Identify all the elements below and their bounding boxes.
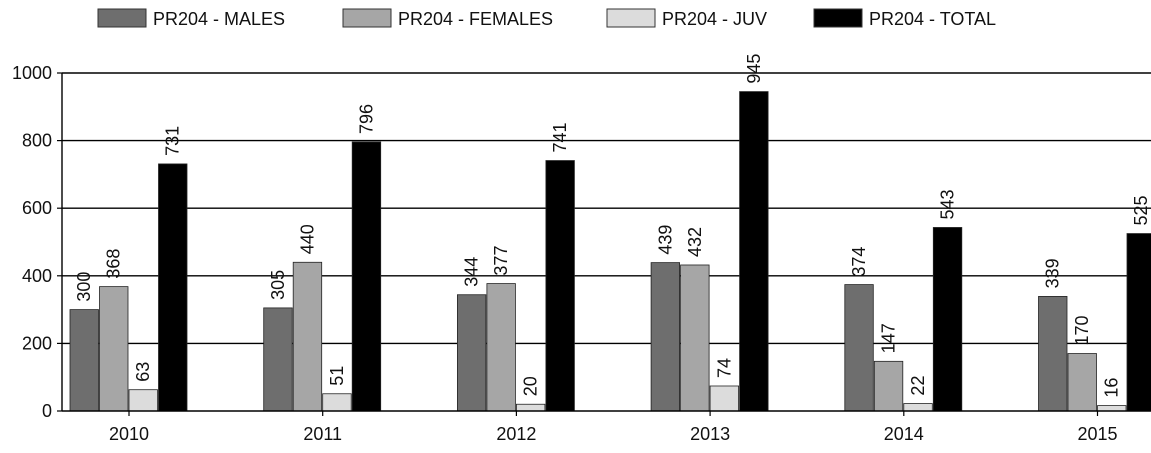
legend-label: PR204 - JUV [662,9,767,29]
bar [680,264,710,412]
bar [263,307,293,412]
bar [1126,233,1151,412]
data-label: 368 [104,249,124,279]
bars [69,91,1151,412]
data-label: 300 [74,272,94,302]
bar [456,294,487,412]
y-tick-label: 600 [22,198,52,218]
data-label: 741 [550,122,570,152]
data-label: 51 [327,366,347,386]
data-label: 339 [1043,258,1063,288]
x-tick-label: 2014 [884,424,924,444]
data-label: 22 [908,376,928,396]
bar [932,227,963,412]
y-tick-label: 400 [22,266,52,286]
bar [903,403,933,412]
bar [739,91,769,412]
bar [322,393,352,412]
legend-swatch [606,8,656,28]
legend: PR204 - MALES PR204 - FEMALES PR204 - JUV P… [97,8,996,29]
x-tick-label: 2012 [496,424,536,444]
bar [99,286,129,412]
data-label: 16 [1102,378,1122,398]
x-tick-label: 2010 [109,424,149,444]
bar [516,403,546,412]
y-tick-label: 800 [22,131,52,151]
data-label: 432 [685,227,705,257]
legend-label: PR204 - TOTAL [869,9,996,29]
data-label: 305 [268,270,288,300]
data-label: 20 [521,376,541,396]
bar [158,163,188,412]
bar [545,160,575,412]
bar [486,283,516,412]
legend-swatch [97,8,147,28]
x-tick-label: 2011 [303,424,342,444]
data-label: 147 [879,323,899,353]
bar [844,284,874,412]
gridlines [62,72,1151,345]
data-label: 796 [356,104,376,134]
bar [1038,296,1068,412]
data-label: 439 [655,225,675,255]
y-tick-label: 200 [22,333,52,353]
bar [650,262,680,412]
data-label: 170 [1072,315,1092,345]
data-label: 543 [938,189,958,219]
bar [1067,353,1097,412]
x-tick-label: 2015 [1077,424,1117,444]
data-label: 731 [163,126,183,156]
legend-label: PR204 - FEMALES [398,9,553,29]
bar [292,261,323,412]
data-labels: 300 368 63 731 305 440 51 796 344 377 20 741 439 432 7… [74,54,1151,398]
y-tick-label: 0 [42,401,52,421]
y-tick-label: 1000 [12,63,52,83]
legend-swatch [342,8,392,28]
bar [69,309,99,412]
bar [128,389,158,412]
data-label: 74 [714,358,734,378]
data-label: 377 [491,246,511,276]
data-label: 344 [462,257,482,287]
data-label: 440 [297,224,317,254]
bar [1097,405,1127,412]
legend-label: PR204 - MALES [153,9,285,29]
data-label: 945 [744,54,764,84]
data-label: 63 [133,362,153,382]
legend-swatch [813,8,863,28]
bar [351,141,382,412]
bar [873,360,904,412]
bar [709,385,739,412]
data-label: 525 [1131,196,1151,226]
x-tick-label: 2013 [690,424,730,444]
data-label: 374 [849,247,869,277]
